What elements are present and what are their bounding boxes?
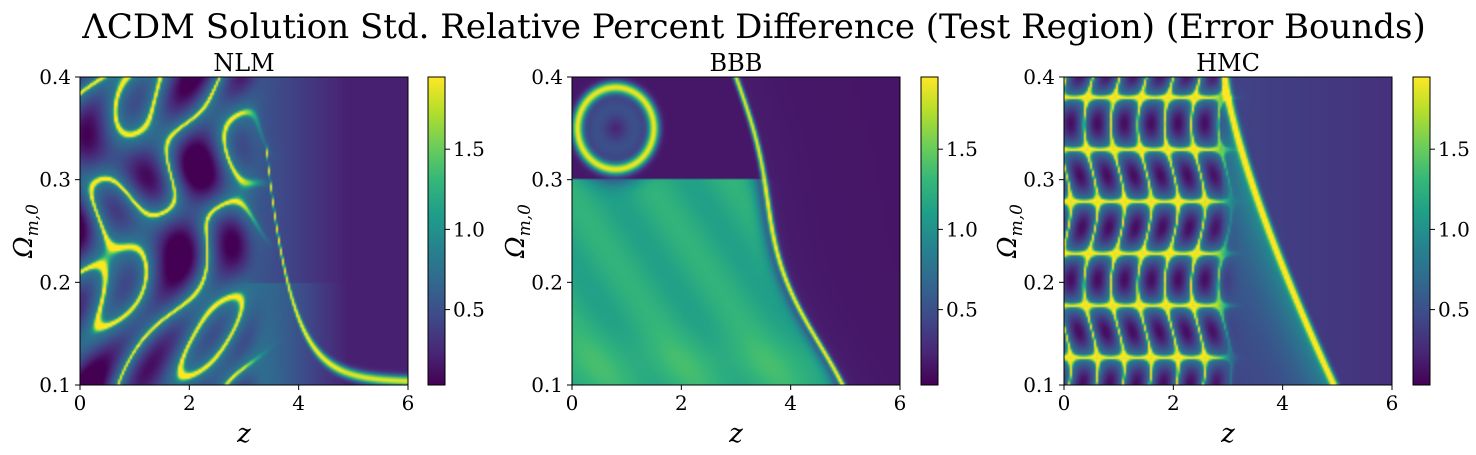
colorbar-tick-label: 1.0: [1438, 217, 1470, 241]
x-tick-label: 0: [74, 391, 87, 415]
x-axis-label: z: [728, 419, 743, 449]
x-axis-label: z: [236, 419, 251, 449]
heatmap-panel-nlm: NLM 0 2 4 6 0.1 0.2 0.3 0.4 z Ωm,0 0.5 1.0 1.5: [9, 49, 485, 449]
plot-frame: [79, 76, 409, 386]
y-tick-label: 0.2: [1023, 270, 1055, 294]
colorbar-tick-label: 0.5: [453, 298, 485, 322]
colorbar-tick-label: 1.5: [453, 137, 485, 161]
x-tick-label: 2: [675, 391, 688, 415]
colorbar-tick-label: 1.5: [1438, 137, 1470, 161]
panel-title: NLM: [213, 49, 275, 77]
heatmap-panel-hmc: HMC 0 2 4 6 0.1 0.2 0.3 0.4 z Ωm,0 0.5 1.0 1.5: [993, 49, 1470, 449]
y-tick-label: 0.3: [39, 168, 71, 192]
y-tick-label: 0.3: [1023, 168, 1055, 192]
y-axis-label-main: Ω: [9, 236, 39, 259]
x-tick-label: 6: [894, 391, 907, 415]
y-tick-label: 0.4: [39, 65, 71, 89]
panel-title: BBB: [710, 49, 763, 77]
heatmap-image: [80, 77, 408, 385]
y-axis-label-main: Ω: [501, 236, 531, 259]
colorbar-tick-label: 0.5: [1438, 298, 1470, 322]
x-tick-label: 2: [1167, 391, 1180, 415]
y-axis-label-sub: m,0: [515, 204, 535, 237]
y-tick-label: 0.4: [531, 65, 563, 89]
colorbar: [1412, 76, 1431, 386]
x-tick-label: 4: [292, 391, 305, 415]
x-tick-label: 2: [183, 391, 196, 415]
y-tick-label: 0.1: [39, 373, 71, 397]
y-axis-label-sub: m,0: [1007, 204, 1027, 237]
colorbar: [427, 76, 446, 386]
y-tick-label: 0.1: [1023, 373, 1055, 397]
colorbar-tick-label: 1.0: [946, 217, 978, 241]
x-tick-label: 6: [402, 391, 415, 415]
y-tick-label: 0.2: [39, 270, 71, 294]
y-tick-label: 0.3: [531, 168, 563, 192]
colorbar-tick-label: 1.0: [453, 217, 485, 241]
colorbar-tick-label: 0.5: [946, 298, 978, 322]
x-tick-label: 0: [566, 391, 579, 415]
y-axis-label-main: Ω: [993, 236, 1023, 259]
y-tick-label: 0.4: [1023, 65, 1055, 89]
heatmap-panel-bbb: BBB 0 2 4 6 0.1 0.2 0.3 0.4 z Ωm,0 0.5 1.0 1.5: [501, 49, 978, 449]
y-axis-label: Ωm,0: [9, 204, 43, 259]
x-tick-label: 6: [1386, 391, 1399, 415]
panel-title: HMC: [1196, 49, 1260, 77]
y-axis-label-sub: m,0: [23, 204, 43, 237]
y-tick-label: 0.2: [531, 270, 563, 294]
figure-title: ΛCDM Solution Std. Relative Percent Diff…: [81, 7, 1425, 47]
colorbar: [920, 76, 939, 386]
x-tick-label: 0: [1058, 391, 1071, 415]
heatmap-image: [1064, 77, 1392, 385]
heatmap-image: [572, 77, 900, 385]
plot-frame: [571, 76, 901, 386]
colorbar-tick-label: 1.5: [946, 137, 978, 161]
x-axis-label: z: [1220, 419, 1235, 449]
plot-frame: [1063, 76, 1393, 386]
y-tick-label: 0.1: [531, 373, 563, 397]
y-axis-label: Ωm,0: [993, 204, 1027, 259]
y-axis-label: Ωm,0: [501, 204, 535, 259]
x-tick-label: 4: [784, 391, 797, 415]
x-tick-label: 4: [1276, 391, 1289, 415]
